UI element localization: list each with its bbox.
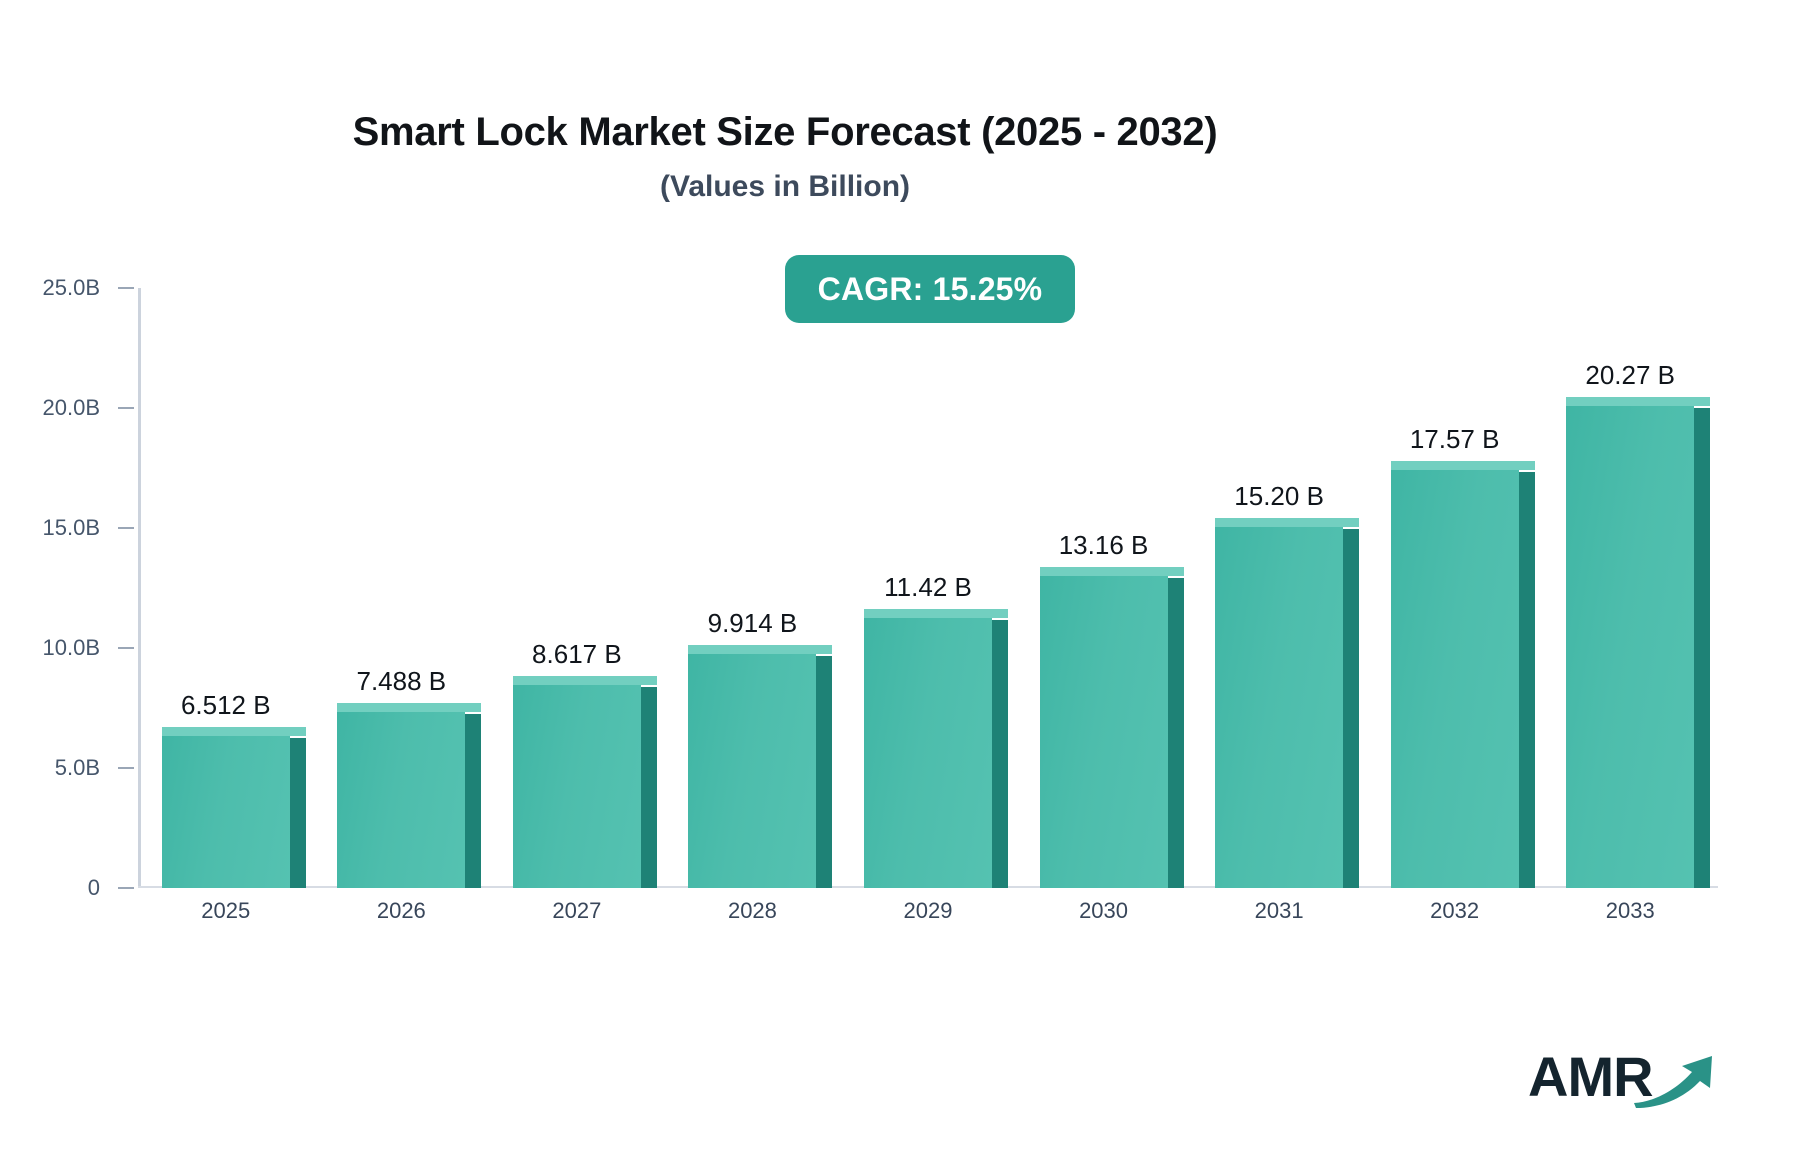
bar-top-face <box>161 726 306 736</box>
bar-value-label: 13.16 B <box>1058 530 1149 561</box>
y-tick-label: 10.0B <box>42 635 101 660</box>
y-tick-label: 15.0B <box>42 515 101 540</box>
y-tick-mark <box>118 887 134 889</box>
bar-top-face <box>864 608 1008 618</box>
x-tick-label: 2029 <box>903 898 953 923</box>
bar-front-face <box>1215 523 1344 888</box>
x-tick-label: 2028 <box>727 898 777 923</box>
y-tick-mark <box>118 527 134 529</box>
bar-front-face <box>864 613 992 888</box>
x-tick-label: 2025 <box>201 898 251 923</box>
bar-2027[interactable] <box>512 676 657 888</box>
bar-2032[interactable] <box>1390 461 1535 888</box>
bar-side-face <box>289 737 306 888</box>
y-tick-mark <box>118 647 134 649</box>
bar-value-label: 9.914 B <box>707 608 798 639</box>
bar-front-face <box>688 650 817 888</box>
bar-value-label: 11.42 B <box>884 571 972 602</box>
bar-front-face <box>1039 572 1168 888</box>
bar-side-face <box>1343 529 1360 888</box>
bar-top-face <box>512 676 657 686</box>
y-tick-label: 0 <box>87 875 100 900</box>
x-tick-label: 2031 <box>1254 898 1304 923</box>
bar-top-face <box>337 703 482 713</box>
bar-front-face <box>337 708 466 888</box>
y-tick-label: 5.0B <box>54 755 100 780</box>
bar-side-face <box>640 687 657 888</box>
bar-2033[interactable] <box>1566 396 1711 888</box>
bar-front-face <box>1566 401 1695 888</box>
bar-front-face <box>161 731 290 888</box>
bar-2029[interactable] <box>864 608 1008 888</box>
growth-arrow-icon <box>1632 1050 1718 1115</box>
bar-2026[interactable] <box>337 703 482 888</box>
bar-value-label: 7.488 B <box>356 666 447 697</box>
x-tick-label: 2033 <box>1605 898 1655 923</box>
plot-area: 6.512 B 7.488 B 8.617 B 9.914 B 11.42 B 13.16… <box>138 288 1718 888</box>
bar-value-label: 17.57 B <box>1409 424 1500 455</box>
bar-top-face <box>688 645 833 655</box>
bar-side-face <box>1694 407 1711 888</box>
x-tick-label: 2030 <box>1079 898 1129 923</box>
chart-title: Smart Lock Market Size Forecast (2025 - … <box>352 110 1218 154</box>
y-tick-mark <box>118 287 134 289</box>
chart-subtitle: (Values in Billion) <box>659 170 911 203</box>
bar-value-label: 6.512 B <box>180 689 271 720</box>
bar-side-face <box>1167 578 1184 888</box>
y-tick-mark <box>118 407 134 409</box>
y-tick-label: 20.0B <box>42 395 101 420</box>
bar-value-label: 20.27 B <box>1585 359 1676 390</box>
bar-2025[interactable] <box>161 726 306 888</box>
bar-2031[interactable] <box>1215 518 1360 888</box>
x-tick-label: 2026 <box>376 898 426 923</box>
bar-side-face <box>465 714 482 888</box>
y-axis-line <box>138 288 141 888</box>
bar-2028[interactable] <box>688 645 833 888</box>
y-tick-label: 25.0B <box>42 275 101 300</box>
cagr-badge: CAGR: 15.25% <box>785 255 1075 323</box>
cagr-badge-label: CAGR: 15.25% <box>817 270 1043 307</box>
bar-side-face <box>1518 472 1535 888</box>
bar-value-label: 15.20 B <box>1234 481 1324 512</box>
bar-value-label: 8.617 B <box>532 639 622 670</box>
bar-front-face <box>512 681 641 888</box>
x-tick-label: 2032 <box>1430 898 1480 923</box>
bar-side-face <box>992 619 1008 888</box>
bar-side-face <box>816 656 833 888</box>
bar-front-face <box>1390 466 1519 888</box>
amr-logo: AMR <box>1528 1042 1718 1116</box>
amr-logo-text: AMR <box>1528 1045 1654 1108</box>
bar-2030[interactable] <box>1039 567 1184 888</box>
x-tick-label: 2027 <box>552 898 602 923</box>
bar-top-face <box>1039 567 1184 577</box>
y-axis-tick-labels: 0 5.0B 10.0B 15.0B 20.0B 25.0B <box>0 275 101 900</box>
bar-top-face <box>1215 518 1360 528</box>
y-tick-mark <box>118 767 134 769</box>
bar-top-face <box>1566 396 1711 406</box>
bar-top-face <box>1390 461 1535 471</box>
